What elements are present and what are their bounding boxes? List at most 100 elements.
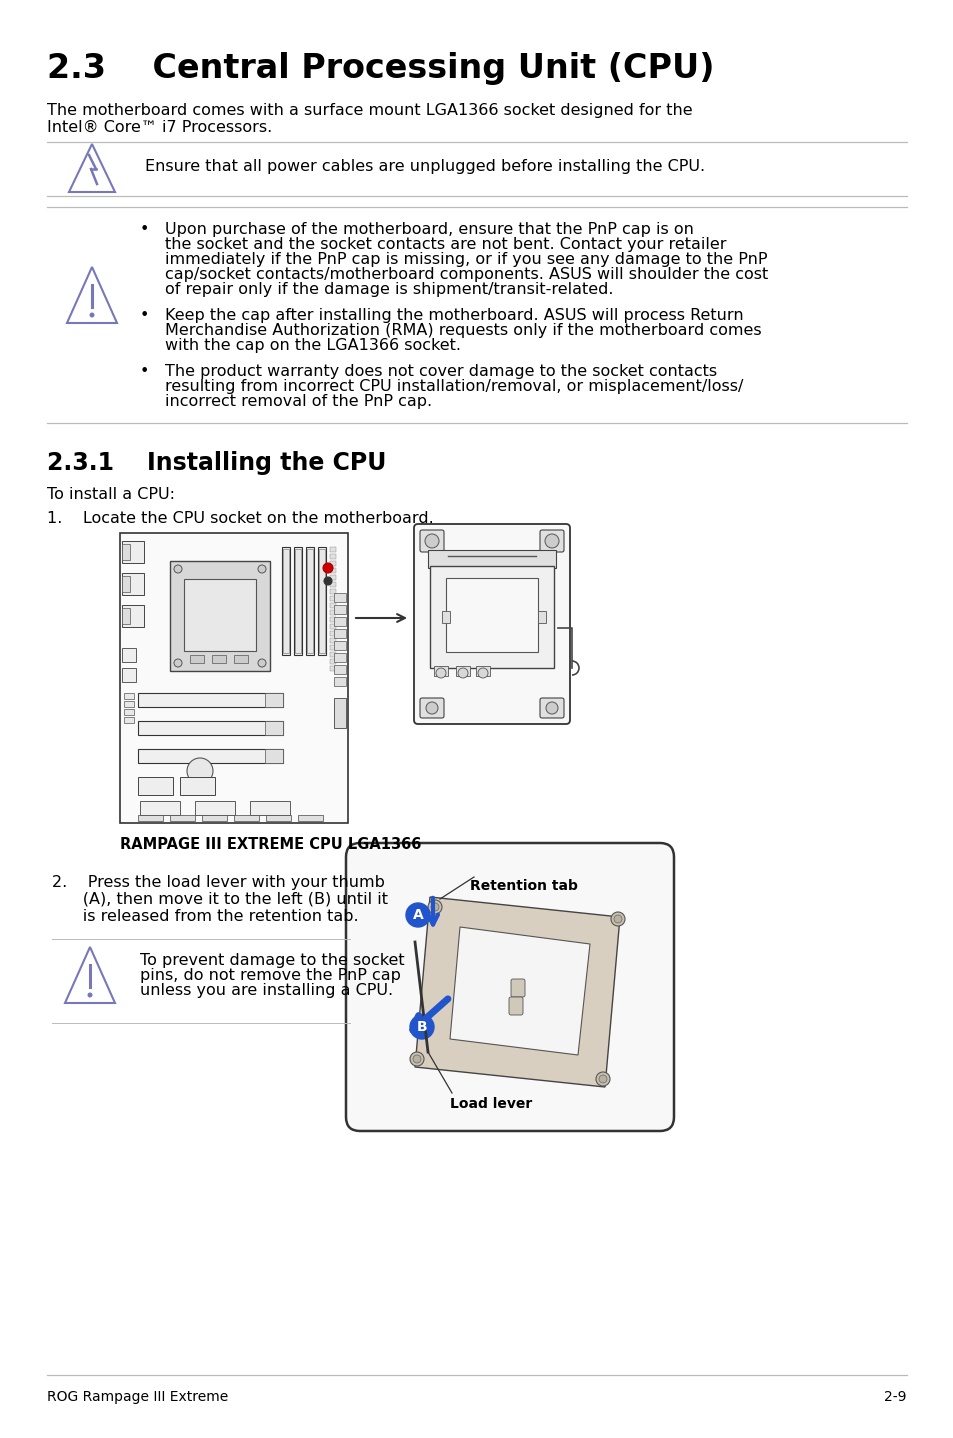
FancyBboxPatch shape [509, 997, 522, 1015]
FancyBboxPatch shape [297, 815, 323, 821]
FancyBboxPatch shape [330, 590, 335, 594]
FancyBboxPatch shape [330, 666, 335, 672]
Circle shape [596, 1071, 609, 1086]
FancyBboxPatch shape [233, 815, 258, 821]
FancyBboxPatch shape [330, 582, 335, 587]
Text: the socket and the socket contacts are not bent. Contact your retailer: the socket and the socket contacts are n… [165, 237, 726, 252]
FancyBboxPatch shape [282, 546, 290, 654]
FancyBboxPatch shape [138, 720, 283, 735]
FancyBboxPatch shape [334, 617, 346, 626]
Circle shape [410, 1053, 423, 1066]
FancyBboxPatch shape [330, 646, 335, 650]
Text: 2.3    Central Processing Unit (CPU): 2.3 Central Processing Unit (CPU) [47, 52, 714, 85]
Text: immediately if the PnP cap is missing, or if you see any damage to the PnP: immediately if the PnP cap is missing, o… [165, 252, 767, 267]
Text: B: B [416, 1020, 427, 1034]
Text: •: • [140, 308, 150, 324]
FancyBboxPatch shape [330, 595, 335, 601]
FancyBboxPatch shape [122, 608, 130, 624]
Text: To prevent damage to the socket: To prevent damage to the socket [140, 953, 404, 968]
FancyBboxPatch shape [170, 561, 270, 672]
FancyBboxPatch shape [202, 815, 227, 821]
Circle shape [324, 577, 332, 585]
FancyBboxPatch shape [140, 801, 180, 815]
FancyBboxPatch shape [190, 654, 204, 663]
Text: Merchandise Authorization (RMA) requests only if the motherboard comes: Merchandise Authorization (RMA) requests… [165, 324, 760, 338]
Text: unless you are installing a CPU.: unless you are installing a CPU. [140, 984, 393, 998]
Text: Load lever: Load lever [450, 1097, 532, 1112]
Circle shape [173, 565, 182, 572]
FancyBboxPatch shape [330, 610, 335, 615]
Text: 2.    Press the load lever with your thumb: 2. Press the load lever with your thumb [52, 874, 384, 890]
FancyBboxPatch shape [124, 718, 133, 723]
Text: •: • [140, 364, 150, 380]
FancyBboxPatch shape [334, 605, 346, 614]
FancyBboxPatch shape [539, 697, 563, 718]
Text: Ensure that all power cables are unplugged before installing the CPU.: Ensure that all power cables are unplugg… [145, 160, 704, 174]
FancyBboxPatch shape [330, 638, 335, 643]
FancyBboxPatch shape [250, 801, 290, 815]
Polygon shape [415, 897, 619, 1087]
FancyBboxPatch shape [334, 677, 346, 686]
FancyBboxPatch shape [334, 628, 346, 638]
FancyBboxPatch shape [317, 546, 326, 654]
Text: To install a CPU:: To install a CPU: [47, 487, 174, 502]
FancyBboxPatch shape [414, 523, 569, 723]
FancyBboxPatch shape [537, 611, 545, 623]
FancyBboxPatch shape [122, 544, 130, 559]
Circle shape [173, 659, 182, 667]
FancyBboxPatch shape [419, 697, 443, 718]
FancyBboxPatch shape [138, 777, 172, 795]
Text: Intel® Core™ i7 Processors.: Intel® Core™ i7 Processors. [47, 119, 272, 135]
FancyBboxPatch shape [138, 815, 163, 821]
FancyBboxPatch shape [330, 554, 335, 559]
Text: Keep the cap after installing the motherboard. ASUS will process Return: Keep the cap after installing the mother… [165, 308, 742, 324]
Text: pins, do not remove the PnP cap: pins, do not remove the PnP cap [140, 968, 400, 984]
Circle shape [545, 702, 558, 715]
FancyBboxPatch shape [138, 693, 283, 707]
Circle shape [257, 565, 266, 572]
Text: Upon purchase of the motherboard, ensure that the PnP cap is on: Upon purchase of the motherboard, ensure… [165, 221, 693, 237]
FancyBboxPatch shape [122, 669, 136, 682]
Text: of repair only if the damage is shipment/transit-related.: of repair only if the damage is shipment… [165, 282, 613, 298]
Circle shape [413, 1055, 420, 1063]
FancyBboxPatch shape [124, 700, 133, 707]
FancyBboxPatch shape [476, 666, 490, 676]
FancyBboxPatch shape [122, 541, 144, 564]
Text: •: • [140, 221, 150, 237]
Text: The motherboard comes with a surface mount LGA1366 socket designed for the: The motherboard comes with a surface mou… [47, 104, 692, 118]
FancyBboxPatch shape [180, 777, 214, 795]
Circle shape [410, 1015, 434, 1040]
Circle shape [477, 669, 488, 677]
FancyBboxPatch shape [419, 531, 443, 552]
Text: is released from the retention tab.: is released from the retention tab. [52, 909, 358, 925]
Circle shape [428, 900, 441, 915]
FancyBboxPatch shape [330, 651, 335, 657]
FancyBboxPatch shape [294, 546, 302, 654]
FancyBboxPatch shape [446, 578, 537, 651]
FancyBboxPatch shape [330, 617, 335, 623]
Text: 1.    Locate the CPU socket on the motherboard.: 1. Locate the CPU socket on the motherbo… [47, 510, 434, 526]
Text: ROG Rampage III Extreme: ROG Rampage III Extreme [47, 1391, 228, 1403]
FancyBboxPatch shape [122, 577, 130, 592]
FancyBboxPatch shape [334, 653, 346, 661]
FancyBboxPatch shape [184, 580, 255, 651]
FancyBboxPatch shape [330, 561, 335, 567]
Circle shape [614, 915, 621, 923]
Text: with the cap on the LGA1366 socket.: with the cap on the LGA1366 socket. [165, 338, 460, 352]
Circle shape [90, 312, 94, 318]
Circle shape [424, 533, 438, 548]
Text: A: A [413, 907, 423, 922]
FancyBboxPatch shape [120, 533, 348, 823]
FancyBboxPatch shape [334, 641, 346, 650]
FancyBboxPatch shape [124, 693, 133, 699]
Circle shape [610, 912, 624, 926]
Circle shape [457, 669, 468, 677]
Text: cap/socket contacts/motherboard components. ASUS will shoulder the cost: cap/socket contacts/motherboard componen… [165, 267, 767, 282]
FancyBboxPatch shape [346, 843, 673, 1132]
Text: 2-9: 2-9 [883, 1391, 906, 1403]
Text: (A), then move it to the left (B) until it: (A), then move it to the left (B) until … [52, 892, 388, 907]
Text: Retention tab: Retention tab [470, 879, 578, 893]
FancyBboxPatch shape [318, 549, 325, 653]
FancyBboxPatch shape [430, 567, 554, 669]
FancyBboxPatch shape [306, 546, 314, 654]
